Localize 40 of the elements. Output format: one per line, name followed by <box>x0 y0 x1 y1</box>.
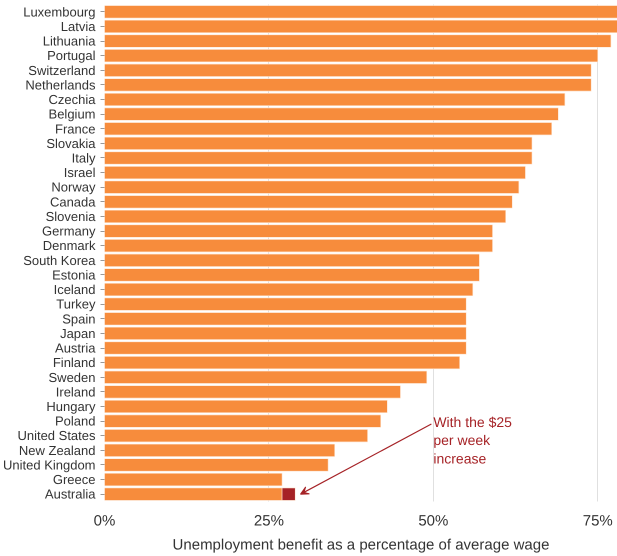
y-tick-label: Netherlands <box>25 77 96 92</box>
y-tick-label: United Kingdom <box>3 457 96 472</box>
y-tick-label: South Korea <box>23 252 96 268</box>
y-tick-label: Finland <box>52 355 96 370</box>
y-tick-label: Turkey <box>56 296 96 312</box>
y-tick-label: United States <box>17 428 96 444</box>
y-tick-label: Australia <box>44 486 96 502</box>
y-tick-label: New Zealand <box>18 442 96 458</box>
y-tick-label: Italy <box>72 150 96 166</box>
y-tick-label: Portugal <box>47 48 96 64</box>
y-tick-label: Poland <box>55 414 96 429</box>
y-tick-label: Latvia <box>60 18 96 34</box>
y-tick-label: Germany <box>42 224 96 239</box>
y-tick-label: Austria <box>55 340 96 356</box>
y-tick-label: Japan <box>60 326 96 341</box>
y-tick-label: Israel <box>64 165 96 180</box>
y-tick-label: Spain <box>62 311 96 326</box>
x-tick-label: 0% <box>94 512 116 530</box>
y-tick-label: Lithuania <box>42 34 96 49</box>
y-tick-label: Estonia <box>52 267 96 282</box>
x-tick-label: 75% <box>582 512 613 530</box>
y-tick-label: Canada <box>50 194 96 210</box>
y-tick-label: Czechia <box>48 92 96 108</box>
y-tick-label: Slovenia <box>46 208 96 224</box>
y-tick-label: Slovakia <box>46 136 96 151</box>
y-tick-label: Ireland <box>56 384 96 400</box>
y-tick-label: Belgium <box>48 106 96 122</box>
y-tick-label: Norway <box>51 180 96 195</box>
y-tick-label: France <box>55 121 96 136</box>
y-tick-label: Denmark <box>42 238 96 254</box>
y-tick-label: Greece <box>52 472 96 488</box>
x-axis-title: Unemployment benefit as a percentage of average wage <box>172 536 550 554</box>
y-tick-label: Iceland <box>54 282 96 298</box>
y-tick-label: Switzerland <box>28 62 96 78</box>
y-tick-label: Hungary <box>46 398 96 414</box>
x-tick-label: 25% <box>254 512 284 530</box>
annotation: With the $25 per week increase <box>433 414 512 467</box>
y-tick-label: Luxembourg <box>23 4 96 20</box>
y-tick-label: Sweden <box>48 370 96 385</box>
x-tick-label: 50% <box>418 512 448 530</box>
